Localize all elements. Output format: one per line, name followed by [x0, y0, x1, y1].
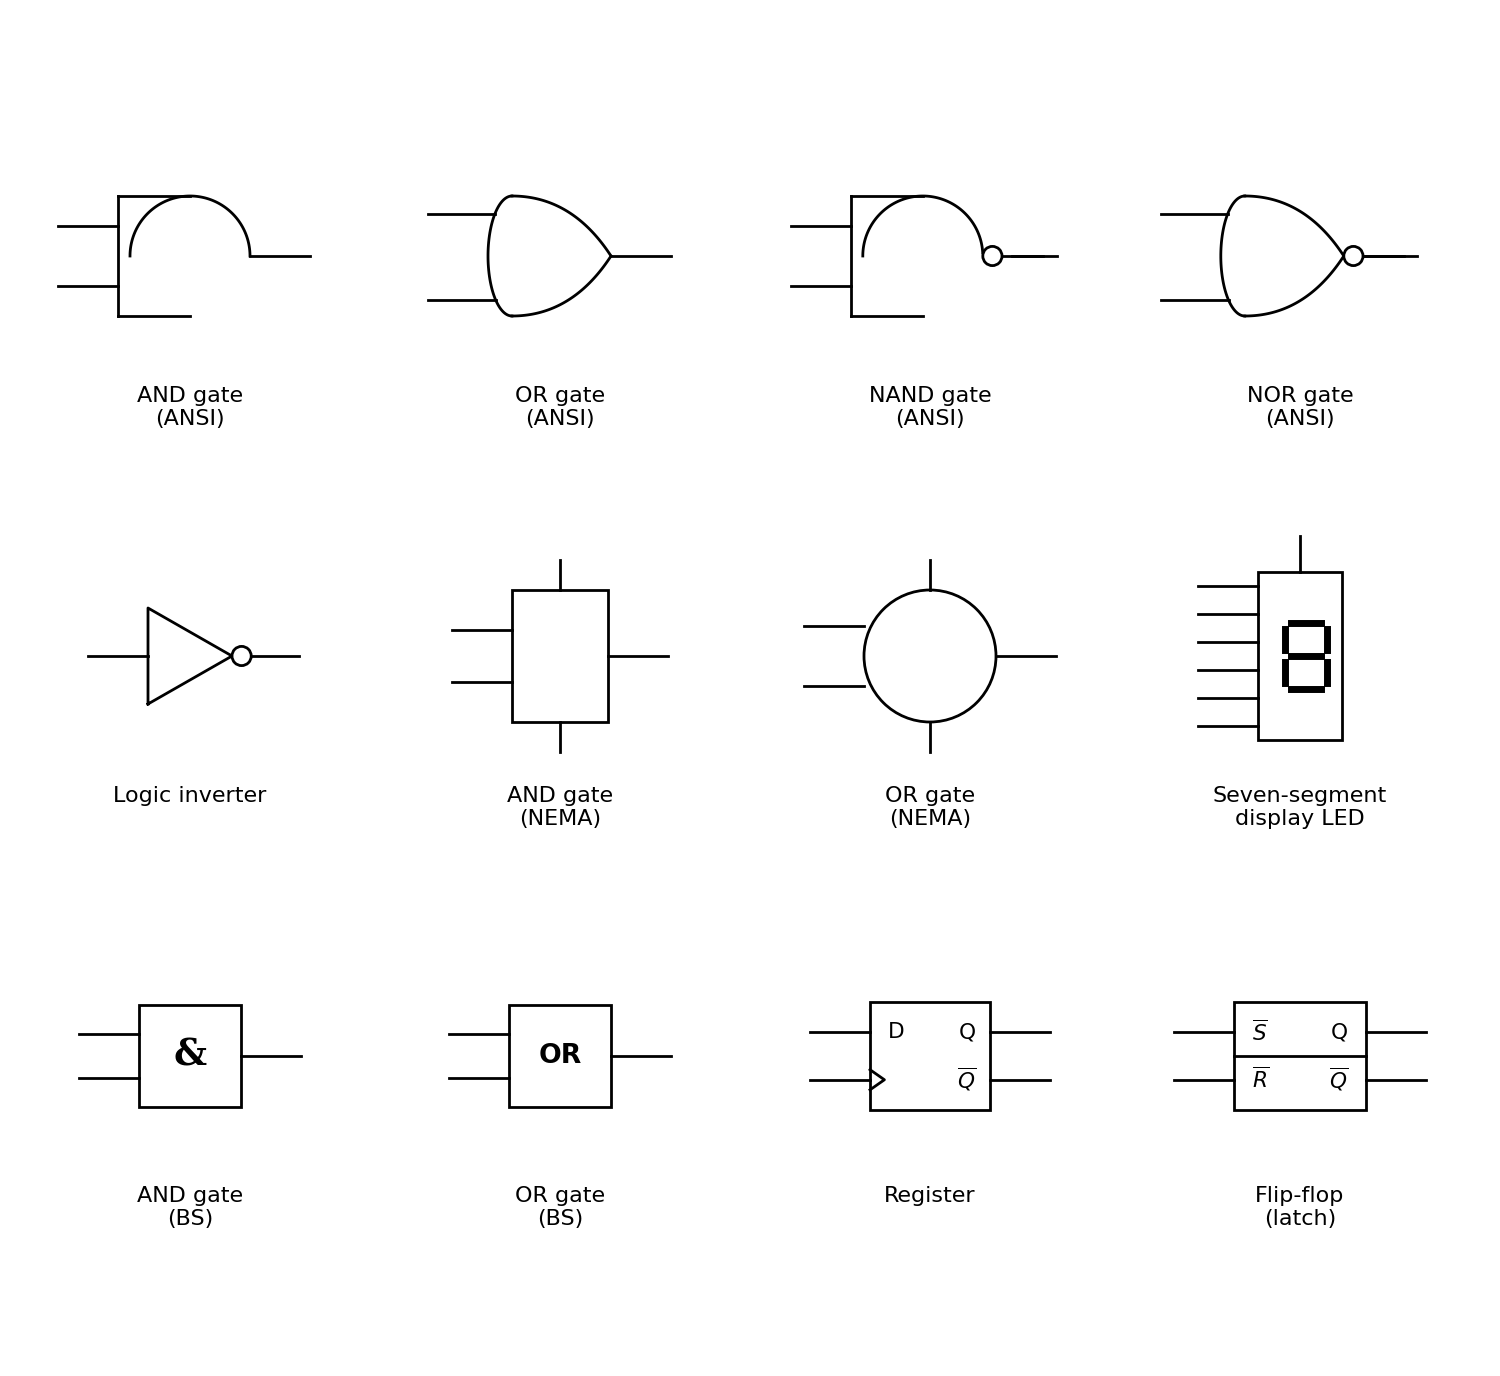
Bar: [1234, 1002, 1366, 1110]
Text: OR gate
(NEMA): OR gate (NEMA): [885, 786, 975, 830]
Text: Register: Register: [884, 1186, 977, 1205]
Circle shape: [1344, 246, 1364, 266]
Text: $\overline{Q}$: $\overline{Q}$: [1329, 1066, 1348, 1094]
Text: $\overline{Q}$: $\overline{Q}$: [957, 1066, 975, 1094]
Text: OR gate
(BS): OR gate (BS): [514, 1186, 604, 1229]
Text: D: D: [888, 1022, 904, 1042]
Text: $\overline{S}$: $\overline{S}$: [1252, 1020, 1268, 1044]
Text: OR gate
(ANSI): OR gate (ANSI): [514, 387, 604, 429]
Text: Logic inverter: Logic inverter: [114, 786, 267, 806]
Circle shape: [232, 647, 250, 666]
Bar: [512, 590, 608, 722]
Text: OR: OR: [538, 1043, 582, 1069]
Bar: [870, 1002, 990, 1110]
Text: NAND gate
(ANSI): NAND gate (ANSI): [868, 387, 992, 429]
Text: Seven-segment
display LED: Seven-segment display LED: [1214, 786, 1388, 830]
Circle shape: [982, 246, 1002, 266]
Text: AND gate
(NEMA): AND gate (NEMA): [507, 786, 614, 830]
Text: Q: Q: [958, 1022, 975, 1042]
Text: Q: Q: [1330, 1022, 1348, 1042]
Text: &: &: [174, 1038, 207, 1075]
Text: AND gate
(BS): AND gate (BS): [136, 1186, 243, 1229]
Text: NOR gate
(ANSI): NOR gate (ANSI): [1246, 387, 1353, 429]
Bar: [1258, 572, 1342, 740]
Text: AND gate
(ANSI): AND gate (ANSI): [136, 387, 243, 429]
Circle shape: [864, 590, 996, 722]
Bar: [509, 1004, 610, 1108]
Text: $\overline{R}$: $\overline{R}$: [1252, 1066, 1269, 1093]
Bar: [140, 1004, 242, 1108]
Text: Flip-flop
(latch): Flip-flop (latch): [1256, 1186, 1344, 1229]
